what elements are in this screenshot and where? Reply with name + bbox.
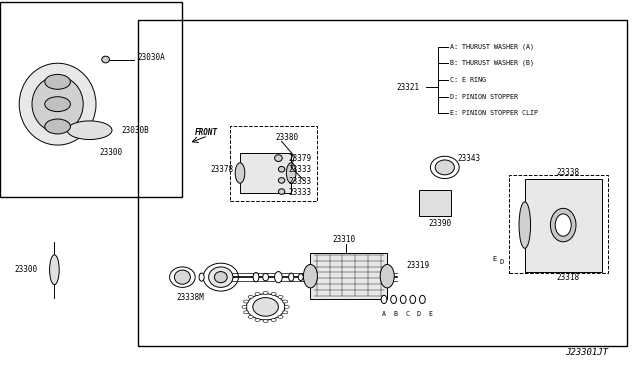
Ellipse shape: [420, 295, 426, 304]
Bar: [138, 20, 627, 346]
Text: 23321: 23321: [397, 83, 420, 92]
Ellipse shape: [430, 156, 459, 179]
Text: 23378: 23378: [211, 165, 234, 174]
Ellipse shape: [244, 311, 249, 314]
Text: 23338M: 23338M: [176, 293, 204, 302]
Text: B: THURUST WASHER (B): B: THURUST WASHER (B): [450, 60, 534, 67]
Ellipse shape: [287, 163, 296, 183]
Text: A: A: [382, 311, 386, 317]
Ellipse shape: [278, 167, 285, 172]
Ellipse shape: [390, 295, 397, 304]
Text: 23318: 23318: [557, 273, 580, 282]
Ellipse shape: [236, 163, 245, 183]
Text: 23390: 23390: [429, 219, 452, 228]
Ellipse shape: [263, 320, 268, 323]
Ellipse shape: [263, 291, 268, 294]
Bar: [419, 190, 451, 216]
Ellipse shape: [45, 97, 70, 112]
Ellipse shape: [209, 267, 233, 287]
Text: D: D: [417, 311, 420, 317]
Ellipse shape: [255, 318, 260, 321]
Ellipse shape: [298, 274, 303, 280]
Ellipse shape: [262, 273, 269, 281]
Text: 23030A: 23030A: [138, 53, 165, 62]
Ellipse shape: [380, 264, 394, 288]
Text: C: E RING: C: E RING: [450, 77, 486, 83]
Text: 23310: 23310: [333, 235, 356, 244]
Bar: [525, 179, 602, 272]
Ellipse shape: [381, 295, 387, 304]
Ellipse shape: [32, 76, 83, 132]
Ellipse shape: [244, 300, 249, 303]
Ellipse shape: [214, 272, 227, 283]
Text: 23343: 23343: [458, 154, 481, 163]
Ellipse shape: [284, 305, 289, 308]
Text: C: C: [405, 311, 409, 317]
Ellipse shape: [253, 272, 259, 282]
Ellipse shape: [550, 208, 576, 242]
Text: 23333: 23333: [288, 177, 311, 186]
Bar: [509, 175, 608, 273]
Text: E: E: [493, 256, 497, 262]
Ellipse shape: [401, 295, 406, 304]
Ellipse shape: [204, 263, 238, 291]
Text: 23380: 23380: [275, 133, 298, 142]
Text: B: B: [394, 311, 397, 317]
Ellipse shape: [435, 160, 454, 175]
Ellipse shape: [271, 292, 276, 295]
Text: 23379: 23379: [288, 154, 311, 163]
Ellipse shape: [410, 295, 416, 304]
Bar: [310, 253, 387, 299]
Ellipse shape: [248, 315, 253, 318]
Ellipse shape: [275, 155, 282, 161]
Ellipse shape: [67, 121, 112, 140]
Ellipse shape: [170, 267, 195, 287]
Text: FRONT: FRONT: [195, 128, 218, 137]
Text: E: E: [428, 311, 432, 317]
Ellipse shape: [289, 273, 294, 281]
Ellipse shape: [253, 298, 278, 316]
Ellipse shape: [199, 273, 204, 281]
Ellipse shape: [282, 300, 287, 303]
Ellipse shape: [271, 318, 276, 321]
Text: 23333: 23333: [288, 188, 311, 197]
Text: D: D: [499, 259, 504, 265]
Text: A: THURUST WASHER (A): A: THURUST WASHER (A): [450, 43, 534, 50]
Ellipse shape: [45, 119, 70, 134]
Ellipse shape: [19, 63, 96, 145]
Ellipse shape: [242, 305, 247, 308]
Text: E: PINION STOPPER CLIP: E: PINION STOPPER CLIP: [450, 110, 538, 116]
Ellipse shape: [275, 272, 282, 283]
Text: 23319: 23319: [406, 262, 429, 270]
Ellipse shape: [50, 255, 60, 285]
Ellipse shape: [278, 295, 283, 298]
Ellipse shape: [248, 295, 253, 298]
Ellipse shape: [519, 202, 531, 248]
Ellipse shape: [174, 270, 191, 284]
Text: 23300: 23300: [99, 148, 122, 157]
Ellipse shape: [556, 214, 572, 236]
Text: 23338: 23338: [557, 169, 580, 177]
Text: J23301JT: J23301JT: [565, 348, 608, 357]
Text: 23300: 23300: [14, 265, 37, 274]
Text: D: PINION STOPPER: D: PINION STOPPER: [450, 94, 518, 100]
Ellipse shape: [102, 56, 109, 63]
Bar: [0, 2, 182, 197]
Ellipse shape: [303, 264, 317, 288]
Ellipse shape: [278, 315, 283, 318]
Bar: [230, 126, 317, 201]
Ellipse shape: [278, 189, 285, 195]
Ellipse shape: [255, 292, 260, 295]
Ellipse shape: [282, 311, 287, 314]
Bar: [240, 153, 291, 193]
Ellipse shape: [45, 74, 70, 89]
Text: 23030B: 23030B: [122, 126, 149, 135]
Ellipse shape: [246, 294, 285, 320]
Text: 23333: 23333: [288, 165, 311, 174]
Ellipse shape: [278, 177, 285, 183]
